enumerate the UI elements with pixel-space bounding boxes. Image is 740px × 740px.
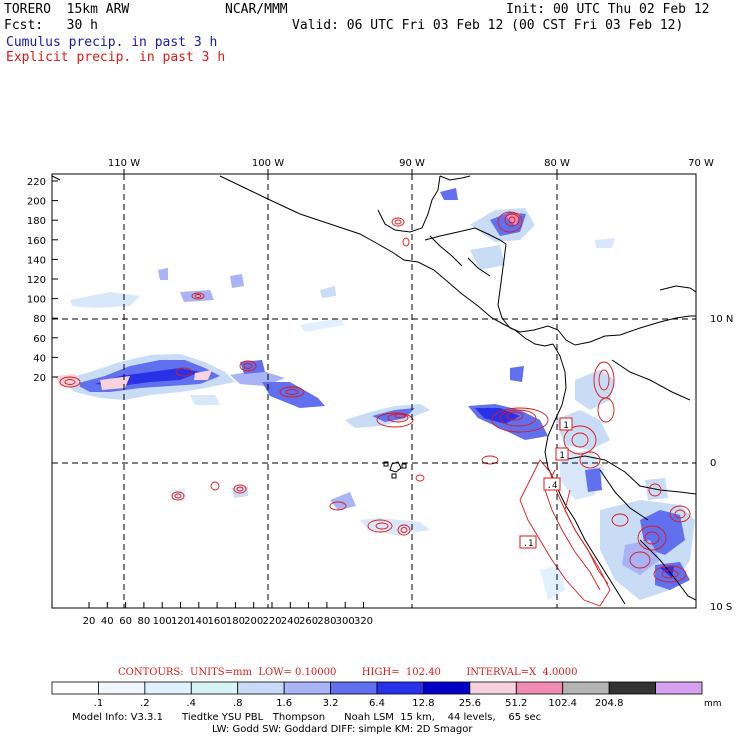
left-tick-label: 80	[33, 314, 46, 325]
axis-ticks	[52, 169, 558, 608]
left-tick-label: 220	[27, 177, 46, 188]
valid-time: Valid: 06 UTC Fri 03 Feb 12 (00 CST Fri …	[292, 18, 684, 33]
colorbar-swatch	[190, 681, 239, 695]
left-tick-label: 200	[27, 197, 46, 208]
bottom-tick-label: 40	[101, 616, 114, 627]
colorbar-unit: mm	[704, 699, 722, 709]
org-label: NCAR/MMM	[225, 2, 288, 17]
colorbar-label: 3.2	[323, 698, 339, 709]
top-lon-label: 70 W	[688, 158, 714, 169]
colorbar-swatch	[423, 681, 471, 695]
contour-label-boxes	[519, 417, 573, 549]
colorbar-swatch	[283, 681, 331, 695]
model-info-line1: Model Info: V3.3.1 Tiedtke YSU PBL Thomp…	[72, 712, 542, 723]
contour-label: 1	[559, 451, 564, 461]
colorbar-swatch	[515, 681, 564, 695]
colorbar-label: .4	[187, 698, 197, 709]
top-lon-label: 110 W	[108, 158, 140, 169]
bottom-tick-label: 140	[189, 616, 208, 627]
colorbar-label: 12.8	[412, 698, 434, 709]
right-lat-label: 10 S	[710, 602, 732, 613]
colorbar-label: 102.4	[548, 698, 577, 709]
colorbar-swatch	[562, 681, 610, 695]
colorbar-swatch	[469, 681, 517, 695]
colorbar-label: .8	[233, 698, 243, 709]
colorbar-swatch	[144, 681, 192, 695]
colorbar-swatch	[330, 681, 378, 695]
left-tick-label: 140	[27, 255, 46, 266]
lat-lon-grid	[52, 174, 696, 608]
top-lon-label: 90 W	[399, 158, 425, 169]
field-cumulus-label: Cumulus precip. in past 3 h	[6, 35, 218, 50]
model-info-line2: LW: Godd SW: Goddard DIFF: simple KM: 2D…	[212, 724, 473, 735]
bottom-tick-label: 220	[262, 616, 281, 627]
right-lat-label: 0	[710, 458, 716, 469]
left-tick-label: 100	[27, 295, 46, 306]
bottom-tick-label: 200	[244, 616, 263, 627]
contour-info: CONTOURS: UNITS=mm LOW= 0.10000 HIGH= 10…	[118, 667, 578, 678]
bottom-tick-label: 300	[336, 616, 355, 627]
init-time: Init: 00 UTC Thu 02 Feb 12	[506, 2, 710, 17]
bottom-tick-label: 20	[83, 616, 96, 627]
bottom-tick-label: 80	[138, 616, 151, 627]
colorbar-swatch	[237, 681, 285, 695]
bottom-tick-label: 240	[281, 616, 300, 627]
top-lon-label: 100 W	[252, 158, 284, 169]
model-name: TORERO 15km ARW	[4, 2, 130, 17]
colorbar-label: 204.8	[595, 698, 624, 709]
bottom-tick-label: 60	[119, 616, 132, 627]
colorbar-label: .2	[140, 698, 150, 709]
left-tick-label: 40	[33, 353, 46, 364]
bottom-tick-label: 320	[354, 616, 373, 627]
bottom-tick-label: 120	[171, 616, 190, 627]
colorbar-label: 25.6	[459, 698, 481, 709]
bottom-tick-label: 260	[299, 616, 318, 627]
left-tick-label: 60	[33, 334, 46, 345]
colorbar-label: .1	[94, 698, 104, 709]
left-tick-label: 20	[33, 373, 46, 384]
bottom-tick-label: 100	[153, 616, 172, 627]
field-explicit-label: Explicit precip. in past 3 h	[6, 50, 226, 65]
forecast-hour: Fcst: 30 h	[4, 18, 98, 33]
contour-label-texts: 1 1 .4 .1	[523, 421, 569, 549]
colorbar-label: 6.4	[369, 698, 385, 709]
bottom-tick-label: 160	[208, 616, 227, 627]
contour-label: 1	[563, 421, 568, 431]
colorbar-swatch	[376, 681, 424, 695]
colorbar: .1 .2 .4 .8 1.6 3.2 6.4 12.8 25.6 51.2 102.4 204.8 m…	[51, 681, 722, 709]
contour-label: .4	[547, 481, 558, 491]
bottom-tick-label: 180	[226, 616, 245, 627]
left-tick-label: 120	[27, 275, 46, 286]
colorbar-swatch	[51, 681, 99, 695]
contour-label: .1	[523, 539, 534, 549]
top-lon-label: 80 W	[544, 158, 570, 169]
colorbar-label: 1.6	[276, 698, 292, 709]
colorbar-swatch	[655, 681, 703, 695]
left-tick-label: 180	[27, 216, 46, 227]
colorbar-swatch	[608, 681, 656, 695]
map-frame	[51, 173, 697, 609]
colorbar-swatch	[98, 681, 146, 695]
right-lat-label: 10 N	[710, 314, 733, 325]
explicit-precip-contours	[59, 211, 691, 607]
colorbar-label: 51.2	[505, 698, 527, 709]
left-tick-label: 160	[27, 236, 46, 247]
bottom-tick-label: 280	[317, 616, 336, 627]
coastlines	[52, 175, 696, 605]
cumulus-precip-shading	[55, 188, 695, 600]
